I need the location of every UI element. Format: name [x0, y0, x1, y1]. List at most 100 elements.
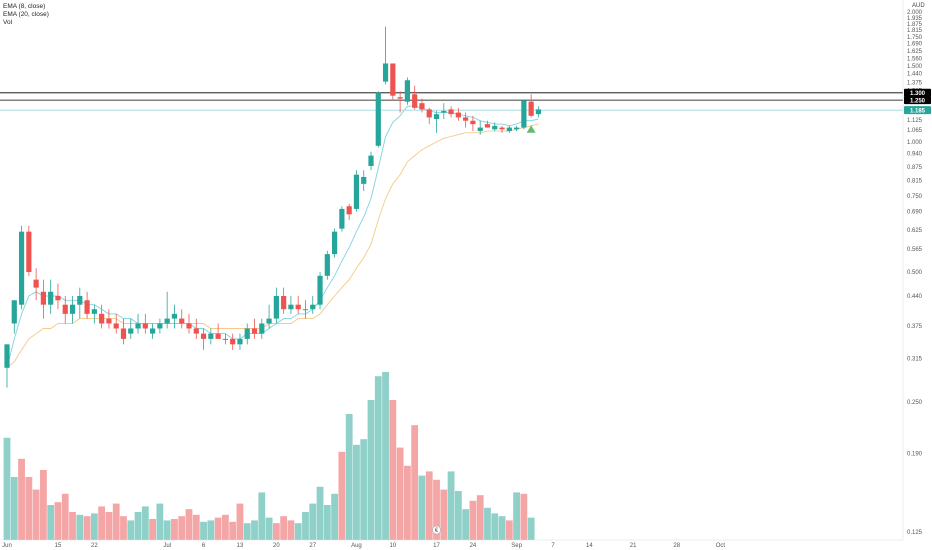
time-tick-label: Aug: [351, 543, 362, 549]
candle-body: [535, 109, 542, 115]
candle-body: [477, 127, 483, 132]
volume-bar: [40, 470, 47, 540]
volume-bar: [418, 475, 426, 540]
candle-down: [397, 91, 403, 113]
volume-bar: [338, 451, 346, 540]
volume-bar: [404, 465, 411, 540]
candle-down: [499, 125, 505, 133]
price-tick-label: 1.065: [907, 128, 923, 134]
candle-body: [514, 127, 520, 130]
price-tick-label: 1.625: [907, 49, 923, 55]
volume-bar: [54, 502, 62, 540]
legend-ema8[interactable]: EMA (8, close): [3, 3, 46, 10]
candle-up: [521, 100, 527, 130]
volume-bar: [171, 519, 178, 540]
volume-bar: [302, 512, 309, 540]
candle-up: [91, 304, 97, 324]
candle-up: [302, 300, 309, 319]
time-tick-label: 24: [470, 543, 477, 549]
volume-bar: [389, 400, 397, 540]
legend-ema20[interactable]: EMA (20, close): [3, 11, 49, 19]
price-tick-label: 0.125: [907, 530, 923, 536]
candle-body: [353, 174, 360, 209]
candle-body: [448, 109, 454, 115]
candle-down: [528, 94, 534, 118]
candle-body: [48, 291, 54, 305]
candle-body: [113, 323, 119, 329]
candle-up: [244, 323, 250, 345]
chart-markers: €: [432, 125, 536, 535]
volume-bar: [90, 513, 98, 540]
price-tick-label: 1.375: [907, 80, 923, 86]
price-tag: 1.300: [904, 88, 931, 97]
candle-up: [382, 26, 389, 85]
volume-bar: [425, 471, 433, 540]
time-tick-label: 20: [273, 543, 280, 549]
candle-body: [455, 112, 461, 118]
time-tick-label: 21: [630, 543, 637, 549]
candle-body: [317, 275, 323, 305]
candle-up: [332, 228, 338, 258]
candle-down: [470, 115, 476, 132]
time-axis[interactable]: Jun 15 22 Jul 6 13 20 27 Aug 10 17 24 Sep 7 14 21 28 Oct: [2, 543, 725, 549]
candle-body: [55, 295, 61, 301]
candle-body: [404, 80, 410, 102]
volume-bar: [141, 506, 149, 540]
candle-body: [69, 304, 76, 314]
event-marker: €: [432, 525, 441, 535]
volume-bar: [331, 493, 338, 540]
horizontal-levels[interactable]: [0, 92, 903, 111]
candle-down: [251, 318, 258, 339]
price-tick-label: 1.815: [907, 28, 923, 34]
volume-bar: [61, 493, 69, 540]
volume-bar: [222, 514, 229, 540]
candle-up: [317, 272, 323, 310]
candle-body: [251, 328, 258, 334]
candle-down: [448, 106, 454, 118]
signal-triangle-icon: [526, 125, 536, 133]
price-tick-label: 0.250: [907, 400, 923, 406]
volume-bar: [214, 517, 222, 540]
price-tick-label: 0.875: [907, 165, 923, 171]
candle-body: [164, 318, 170, 324]
volume-bar: [120, 516, 127, 540]
candle-up: [404, 77, 410, 105]
candle-up: [48, 279, 54, 314]
candle-up: [18, 225, 25, 310]
ema20-line: [6, 123, 539, 369]
candle-down: [55, 283, 61, 310]
candle-up: [150, 323, 156, 339]
volume-bar: [10, 477, 18, 540]
time-tick-label: 6: [202, 543, 206, 549]
volume-bar: [105, 512, 113, 540]
candle-down: [412, 85, 418, 110]
volume-bar: [272, 523, 280, 540]
candle-body: [346, 206, 352, 215]
time-tick-label: 28: [673, 543, 680, 549]
candle-up: [535, 106, 542, 118]
candle-body: [375, 92, 381, 146]
legend-volume[interactable]: Vol: [3, 19, 13, 27]
candle-up: [128, 318, 134, 339]
candle-body: [208, 333, 214, 339]
candle-body: [463, 117, 469, 121]
price-tick-label: 1.690: [907, 42, 923, 48]
candle-up: [208, 328, 214, 345]
candle-up: [77, 287, 83, 319]
volume-bar: [251, 520, 258, 540]
candle-body: [441, 110, 447, 113]
price-tag-label: 1.250: [910, 98, 926, 104]
candle-body: [200, 333, 207, 339]
candle-body: [33, 279, 39, 288]
candle-body: [382, 63, 389, 82]
candle-down: [484, 120, 491, 128]
volume-bar: [3, 437, 11, 540]
candle-up: [259, 318, 265, 339]
volume-bar: [98, 506, 106, 540]
candle-body: [302, 309, 309, 311]
candle-body: [288, 304, 294, 310]
volume-bar: [382, 372, 389, 540]
candle-body: [135, 323, 141, 329]
candle-up: [310, 295, 316, 314]
